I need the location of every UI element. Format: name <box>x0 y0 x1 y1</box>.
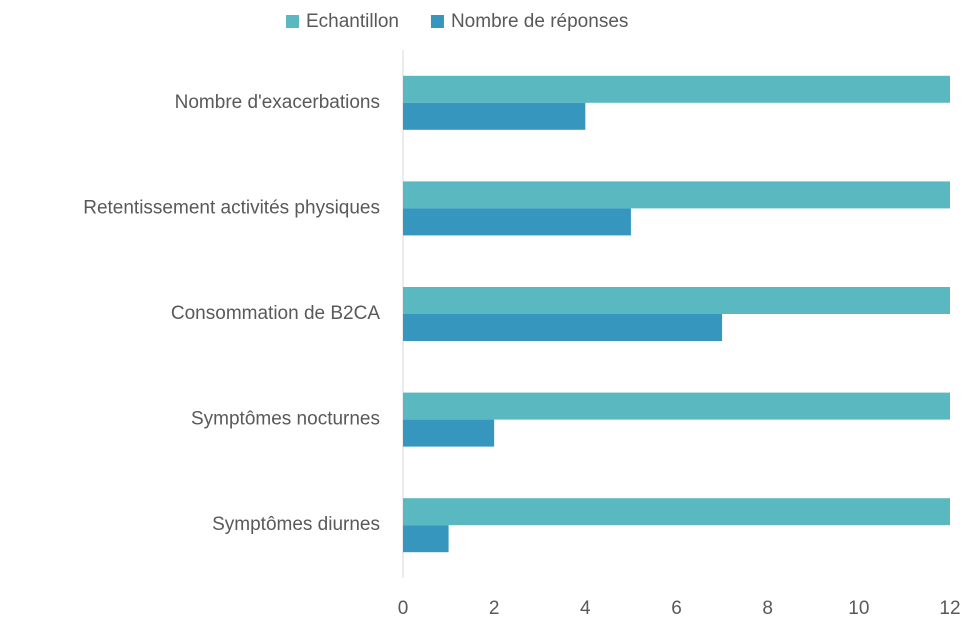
x-tick-label: 6 <box>671 598 682 619</box>
x-tick-label: 10 <box>848 598 869 619</box>
bar <box>403 181 950 209</box>
legend-swatch <box>430 15 444 28</box>
bar <box>403 75 950 103</box>
legend-label: Echantillon <box>306 11 399 32</box>
x-tick-label: 0 <box>398 598 409 619</box>
x-tick-label: 12 <box>939 598 960 619</box>
bar <box>403 525 449 553</box>
legend-swatch <box>286 15 299 28</box>
bar <box>403 392 950 420</box>
bar <box>403 208 631 236</box>
bar <box>403 419 495 447</box>
y-tick-label: Retentissement activités physiques <box>83 197 380 218</box>
bar <box>403 498 950 526</box>
bar <box>403 314 723 341</box>
bar <box>403 102 586 130</box>
x-tick-label: 4 <box>580 598 591 619</box>
x-tick-label: 2 <box>489 598 500 619</box>
bar <box>403 287 950 314</box>
y-tick-label: Symptômes nocturnes <box>191 409 380 430</box>
y-tick-label: Consommation de B2CA <box>171 303 380 324</box>
x-tick-label: 8 <box>762 598 773 619</box>
y-tick-label: Symptômes diurnes <box>212 514 380 535</box>
y-tick-label: Nombre d'exacerbations <box>175 92 380 113</box>
legend-label: Nombre de réponses <box>451 11 628 32</box>
